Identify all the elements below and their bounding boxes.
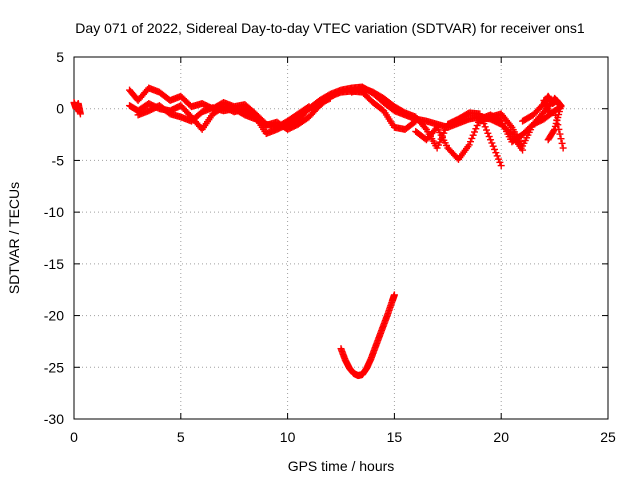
series-sat-h bbox=[476, 94, 565, 150]
x-tick-label: 20 bbox=[493, 429, 509, 445]
data-point bbox=[558, 139, 566, 147]
data-point bbox=[473, 122, 481, 130]
data-point bbox=[559, 144, 567, 152]
y-tick-label: 0 bbox=[56, 101, 64, 117]
x-tick-label: 5 bbox=[177, 429, 185, 445]
x-tick-label: 25 bbox=[600, 429, 616, 445]
y-tick-label: -30 bbox=[44, 411, 64, 427]
plot-frame bbox=[73, 56, 609, 420]
y-tick-label: -20 bbox=[44, 308, 64, 324]
data-point bbox=[468, 134, 476, 142]
data-point bbox=[465, 141, 473, 149]
y-tick-label: -10 bbox=[44, 204, 64, 220]
x-tick-label: 10 bbox=[280, 429, 296, 445]
y-tick-label: -25 bbox=[44, 359, 64, 375]
series-sat-j bbox=[337, 291, 398, 380]
series-sat-f bbox=[348, 84, 505, 170]
y-tick-label: 5 bbox=[56, 49, 64, 65]
data-point bbox=[487, 136, 495, 144]
data-point bbox=[540, 96, 548, 104]
data-point bbox=[488, 139, 496, 147]
data-points bbox=[70, 83, 567, 380]
data-point bbox=[485, 133, 493, 141]
data-point bbox=[390, 291, 398, 299]
series-sat-i bbox=[519, 92, 565, 125]
x-tick-label: 0 bbox=[70, 429, 78, 445]
data-point bbox=[495, 155, 503, 163]
data-point bbox=[421, 124, 429, 132]
data-point bbox=[493, 152, 501, 160]
y-axis-label: SDTVAR / TECUs bbox=[6, 182, 22, 294]
data-point bbox=[466, 138, 474, 146]
data-point bbox=[545, 134, 553, 142]
data-point bbox=[472, 125, 480, 133]
x-tick-label: 15 bbox=[387, 429, 403, 445]
data-point bbox=[481, 123, 489, 131]
data-point bbox=[471, 128, 478, 136]
data-point bbox=[496, 158, 504, 166]
data-point bbox=[497, 162, 505, 170]
series-sat-a bbox=[70, 99, 84, 118]
y-tick-label: -15 bbox=[44, 256, 64, 272]
data-point bbox=[484, 129, 492, 137]
data-point bbox=[491, 145, 499, 153]
data-point bbox=[489, 142, 497, 150]
x-axis-label: GPS time / hours bbox=[288, 458, 395, 474]
data-point bbox=[469, 131, 477, 139]
data-point bbox=[556, 130, 564, 138]
data-point bbox=[557, 135, 565, 143]
data-point bbox=[544, 136, 552, 144]
data-point bbox=[483, 126, 491, 134]
chart-title: Day 071 of 2022, Sidereal Day-to-day VTE… bbox=[75, 20, 585, 36]
axis-ticks: 0 5 10 15 20 25 5 0 -5 -10 -15 -20 -25 -30 bbox=[44, 49, 616, 445]
data-point bbox=[492, 149, 500, 157]
data-point bbox=[76, 110, 84, 118]
y-tick-label: -5 bbox=[52, 152, 65, 168]
